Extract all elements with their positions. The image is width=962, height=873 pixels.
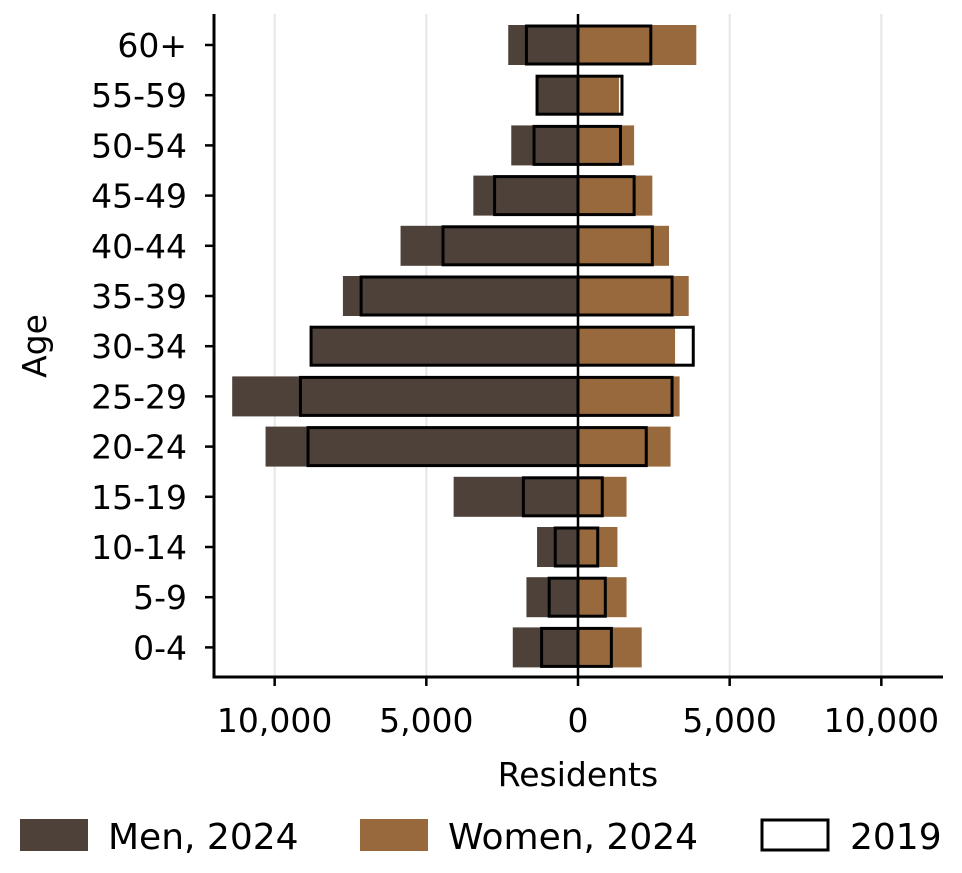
bar-women-2024-0-4 <box>578 627 642 668</box>
bar-men-2024-5-9 <box>526 577 578 618</box>
bar-men-2024-10-14 <box>537 527 578 567</box>
bar-men-2024-50-54 <box>511 125 578 166</box>
bar-men-2024-45-49 <box>473 175 578 216</box>
legend-label-men-2024: Men, 2024 <box>108 817 299 858</box>
bar-women-2024-20-24 <box>578 426 671 467</box>
x-tick-label-3: 5,000 <box>682 701 776 740</box>
legend-label-women-2024: Women, 2024 <box>448 817 698 858</box>
y-axis-title: Age <box>15 314 54 378</box>
bar-men-2024-15-19 <box>453 476 578 517</box>
y-tick-label-25-29: 25-29 <box>91 377 187 416</box>
y-tick-label-15-19: 15-19 <box>91 478 187 517</box>
legend-swatch-men-2024 <box>20 819 88 851</box>
x-tick-label-4: 10,000 <box>824 701 939 740</box>
bar-men-2024-40-44 <box>400 225 578 266</box>
bar-women-2024-40-44 <box>578 225 669 266</box>
bar-women-2024-45-49 <box>578 175 653 216</box>
bar-women-2024-55-59 <box>578 75 619 116</box>
bar-men-2024-20-24 <box>265 426 578 467</box>
y-tick-label-60+: 60+ <box>117 26 187 65</box>
bar-men-2024-60+ <box>508 25 578 65</box>
bar-men-2024-0-4 <box>512 627 578 668</box>
legend: Men, 2024 Women, 2024 2019 <box>20 817 942 858</box>
legend-swatch-women-2024 <box>360 819 428 851</box>
x-tick-label-2: 0 <box>568 701 589 740</box>
bar-women-2024-35-39 <box>578 276 689 316</box>
bar-men-2024-25-29 <box>232 376 578 417</box>
y-tick-label-40-44: 40-44 <box>91 227 187 266</box>
x-tick-label-0: 10,000 <box>217 701 332 740</box>
bar-women-2024-25-29 <box>578 376 680 417</box>
bar-men-2024-55-59 <box>537 75 578 116</box>
y-tick-label-50-54: 50-54 <box>91 126 187 165</box>
x-tick-label-1: 5,000 <box>379 701 473 740</box>
x-axis-title: Residents <box>498 755 658 794</box>
men-2024-bars <box>232 25 578 668</box>
bar-women-2024-60+ <box>578 25 697 65</box>
y-tick-label-0-4: 0-4 <box>133 628 187 667</box>
bar-women-2024-30-34 <box>578 326 676 367</box>
bar-men-2024-35-39 <box>342 276 578 316</box>
y-tick-label-35-39: 35-39 <box>91 277 187 316</box>
gridlines <box>273 14 883 677</box>
y-tick-label-55-59: 55-59 <box>91 76 187 115</box>
y-tick-label-45-49: 45-49 <box>91 177 187 216</box>
y-tick-label-5-9: 5-9 <box>133 578 187 617</box>
legend-label-2019: 2019 <box>850 817 942 858</box>
y-axis-ticks: 0-4 5-9 10-14 15-19 20-24 25-29 30-34 35-39 40-4… <box>91 26 214 667</box>
women-2024-bars <box>578 25 697 668</box>
bar-women-2024-50-54 <box>578 125 635 166</box>
legend-swatch-2019 <box>760 818 830 852</box>
x-axis-ticks: 10,000 5,000 0 5,000 10,000 <box>217 677 939 740</box>
y-tick-label-30-34: 30-34 <box>91 327 187 366</box>
y-tick-label-20-24: 20-24 <box>91 428 187 467</box>
bar-women-2024-5-9 <box>578 577 627 618</box>
bar-men-2024-30-34 <box>311 326 578 367</box>
y-tick-label-10-14: 10-14 <box>91 528 187 567</box>
